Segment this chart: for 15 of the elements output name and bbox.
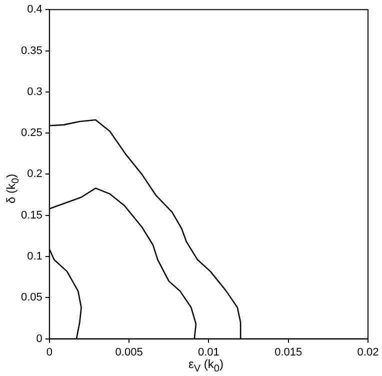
y-tick-label: 0.05 bbox=[20, 292, 42, 304]
x-tick-label: 0 bbox=[46, 346, 52, 358]
y-tick-label: 0.25 bbox=[20, 127, 42, 140]
y-tick-label: 0.3 bbox=[27, 86, 42, 98]
x-axis-title: ε$_{V}$ (k$_{0}$) bbox=[188, 356, 224, 374]
x-tick-label: 0.015 bbox=[274, 346, 302, 358]
y-tick-label: 0.2 bbox=[27, 168, 42, 180]
x-tick-label: 0.01 bbox=[198, 346, 220, 358]
y-tick-label: 0.35 bbox=[20, 44, 42, 57]
y-tick-label: 0.4 bbox=[27, 4, 42, 16]
x-tick-label: 0.02 bbox=[357, 346, 379, 358]
x-tick-label: 0.005 bbox=[115, 346, 143, 358]
y-tick-label: 0 bbox=[36, 332, 42, 345]
y-tick-label: 0.15 bbox=[20, 209, 42, 222]
y-tick-label: 0.1 bbox=[27, 250, 42, 263]
